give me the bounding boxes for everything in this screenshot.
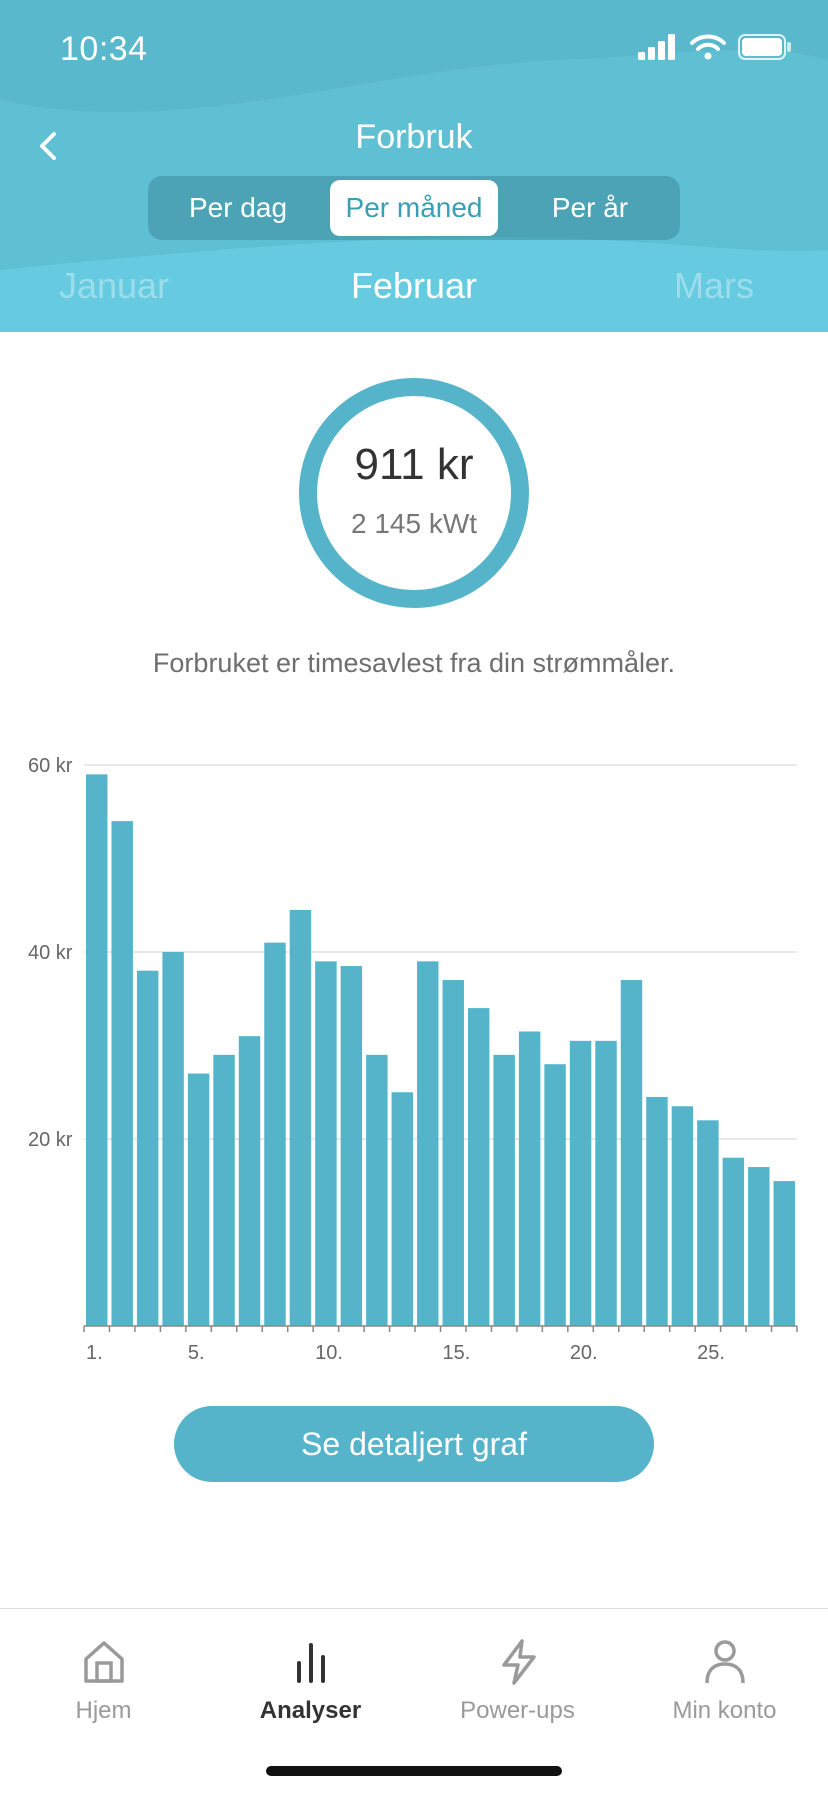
bar-day-10[interactable] [315,961,337,1326]
x-tick-label: 20. [570,1342,598,1360]
bar-day-8[interactable] [264,942,286,1326]
lightning-icon [501,1639,536,1685]
summary-ring [299,378,529,608]
bar-day-12[interactable] [366,1054,388,1326]
bar-day-28[interactable] [773,1181,795,1326]
bar-day-22[interactable] [620,980,643,1326]
status-icons [638,34,792,60]
bar-day-4[interactable] [162,952,184,1326]
segment-per-maned[interactable]: Per måned [330,180,498,236]
tab-analyser[interactable]: Analyser [207,1635,414,1725]
x-tick-label: 5. [188,1342,205,1360]
x-tick-label: 15. [443,1342,471,1360]
bar-day-1[interactable] [86,774,108,1326]
bar-day-21[interactable] [595,1040,617,1326]
tab-label: Analyser [259,1697,362,1724]
page-title: Forbruk [355,118,473,156]
y-tick-label: 40 kr [28,942,73,964]
bar-chart-icon [296,1643,325,1683]
bar-day-13[interactable] [391,1092,414,1326]
x-tick-label: 1. [86,1342,103,1360]
summary-amount: 911 kr [354,440,474,489]
x-tick-label: 25. [697,1342,725,1360]
segment-per-dag[interactable]: Per dag [188,192,288,223]
bar-day-2[interactable] [111,821,133,1326]
chevron-left-icon [40,132,56,160]
bar-day-19[interactable] [544,1064,566,1326]
bar-day-16[interactable] [467,1008,490,1326]
bar-day-20[interactable] [569,1040,592,1326]
tab-bar: Hjem Analyser Power-ups Min konto [0,1608,828,1793]
tab-label: Min konto [672,1697,777,1724]
bar-day-17[interactable] [493,1054,515,1326]
battery-icon [738,34,791,60]
info-text: Forbruket er timesavlest fra din strømmå… [152,648,676,678]
header: 10:34 Forbruk Per da [0,0,828,332]
bar-day-15[interactable] [442,980,464,1326]
month-next[interactable]: Mars [674,265,754,306]
bar-day-27[interactable] [748,1167,770,1326]
bar-day-6[interactable] [213,1054,235,1326]
bar-day-23[interactable] [646,1096,668,1326]
period-segmented-control: Per dag Per måned Per år [148,176,680,240]
month-current: Februar [350,265,478,306]
tab-label: Power-ups [460,1697,575,1724]
bar-day-26[interactable] [722,1157,745,1326]
x-tick-label: 10. [315,1342,343,1360]
daily-cost-bar-chart: 20 kr 40 kr 60 kr 1. 5. 10. 15. 20. 25. [28,755,798,1360]
bar-day-5[interactable] [187,1073,210,1326]
bar-day-14[interactable] [417,961,439,1326]
home-indicator [266,1766,562,1776]
bar-day-3[interactable] [136,970,159,1326]
bar-day-24[interactable] [671,1106,694,1326]
signal-icon [638,34,675,60]
tab-power-ups[interactable]: Power-ups [414,1635,621,1725]
bar-day-9[interactable] [289,909,312,1326]
bar-day-7[interactable] [238,1036,261,1326]
bar-day-11[interactable] [340,966,363,1326]
segment-per-ar[interactable]: Per år [551,192,629,223]
bar-day-18[interactable] [518,1031,541,1326]
back-button[interactable] [28,124,72,168]
status-bar: 10:34 [0,0,828,100]
tab-hjem[interactable]: Hjem [0,1635,207,1725]
summary-energy: 2 145 kWt [350,508,478,539]
y-tick-label: 20 kr [28,1129,73,1151]
bar-day-25[interactable] [697,1120,719,1326]
wifi-icon [690,34,726,60]
y-tick-label: 60 kr [28,755,73,777]
tab-label: Hjem [75,1697,132,1724]
detailed-graph-button[interactable]: Se detaljert graf [174,1406,654,1482]
person-icon [704,1640,745,1684]
home-icon [83,1641,124,1683]
status-time: 10:34 [60,30,148,68]
tab-min-konto[interactable]: Min konto [621,1635,828,1725]
month-previous[interactable]: Januar [58,265,170,306]
